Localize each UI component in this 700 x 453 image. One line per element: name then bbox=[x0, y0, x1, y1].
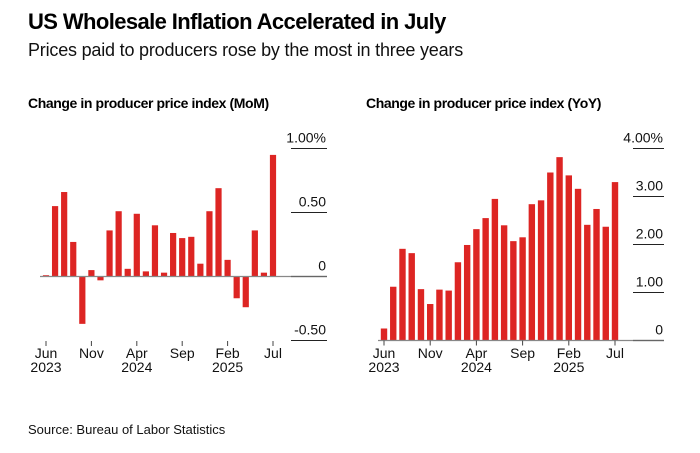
mom-xtick-label: Sep bbox=[170, 345, 195, 361]
yoy-bar bbox=[519, 237, 526, 341]
mom-bar bbox=[133, 213, 140, 277]
mom-xtick-year: 2025 bbox=[212, 359, 243, 375]
mom-bar bbox=[197, 263, 204, 277]
mom-bar bbox=[79, 276, 86, 324]
mom-bar bbox=[142, 271, 149, 277]
yoy-bar bbox=[593, 208, 600, 341]
mom-xtick-label: Jul bbox=[264, 345, 282, 361]
yoy-bar bbox=[399, 248, 406, 341]
mom-xtick-label: Feb bbox=[216, 345, 240, 361]
mom-bar bbox=[179, 238, 186, 277]
mom-bar bbox=[269, 154, 277, 277]
yoy-bar bbox=[491, 198, 499, 341]
yoy-bar bbox=[584, 224, 591, 341]
yoy-ytick-label: 2.00 bbox=[636, 226, 663, 242]
yoy-bar bbox=[565, 175, 572, 341]
yoy-xtick-label: Apr bbox=[466, 345, 488, 361]
mom-bar bbox=[170, 232, 177, 277]
yoy-bar bbox=[482, 218, 489, 341]
yoy-bar bbox=[380, 328, 388, 341]
yoy-bar bbox=[611, 182, 619, 341]
yoy-bar bbox=[463, 244, 471, 341]
chart-subtitle: Prices paid to producers rose by the mos… bbox=[28, 40, 464, 60]
yoy-bar bbox=[417, 289, 425, 341]
yoy-xtick-year: 2025 bbox=[553, 359, 584, 375]
mom-bar bbox=[260, 272, 268, 277]
yoy-bar bbox=[408, 253, 415, 341]
yoy-xtick-label: Jul bbox=[606, 345, 624, 361]
yoy-bar bbox=[436, 289, 443, 341]
yoy-bar bbox=[390, 286, 397, 341]
mom-bar bbox=[106, 230, 113, 277]
yoy-ytick-label: 4.00% bbox=[623, 130, 663, 146]
mom-bar bbox=[97, 276, 104, 281]
yoy-bar bbox=[537, 200, 545, 341]
source-note: Source: Bureau of Labor Statistics bbox=[28, 422, 226, 437]
yoy-bar bbox=[427, 304, 434, 341]
yoy-xtick-year: 2024 bbox=[461, 359, 492, 375]
mom-xtick-label: Jun bbox=[35, 345, 58, 361]
yoy-bar bbox=[454, 262, 462, 341]
yoy-bar bbox=[500, 225, 508, 341]
yoy-xtick-year: 2023 bbox=[368, 359, 399, 375]
yoy-ytick-label: 0 bbox=[655, 322, 663, 338]
yoy-bar bbox=[473, 229, 480, 341]
mom-bar bbox=[224, 259, 231, 277]
mom-ytick-label: -0.50 bbox=[294, 322, 326, 338]
mom-ytick-label: 1.00% bbox=[286, 130, 326, 146]
mom-bar bbox=[242, 276, 249, 308]
mom-xtick-label: Apr bbox=[126, 345, 148, 361]
yoy-bar bbox=[528, 204, 536, 341]
yoy-xtick-label: Sep bbox=[510, 345, 535, 361]
mom-xtick-label: Nov bbox=[79, 345, 104, 361]
mom-bar bbox=[51, 206, 59, 277]
yoy-ytick-label: 1.00 bbox=[636, 274, 663, 290]
yoy-xtick-label: Jun bbox=[373, 345, 396, 361]
chart-title: US Wholesale Inflation Accelerated in Ju… bbox=[28, 9, 446, 34]
mom-bar bbox=[115, 211, 122, 277]
mom-bar bbox=[88, 270, 95, 277]
mom-bar bbox=[70, 241, 77, 277]
yoy-ytick-label: 3.00 bbox=[636, 178, 663, 194]
yoy-xtick-label: Feb bbox=[557, 345, 581, 361]
mom-ytick-label: 0 bbox=[318, 258, 326, 274]
mom-bar bbox=[124, 268, 131, 277]
yoy-bar bbox=[547, 172, 554, 341]
yoy-bar bbox=[556, 157, 563, 341]
mom-xtick-year: 2024 bbox=[121, 359, 152, 375]
mom-bar bbox=[233, 276, 240, 299]
mom-ytick-label: 0.50 bbox=[299, 194, 326, 210]
yoy-bar bbox=[602, 226, 609, 341]
mom-bar bbox=[215, 188, 222, 277]
yoy-bar bbox=[510, 241, 517, 341]
yoy-bar bbox=[574, 188, 582, 341]
mom-bar bbox=[251, 230, 258, 277]
yoy-xtick-label: Nov bbox=[418, 345, 443, 361]
mom-bar bbox=[206, 211, 213, 277]
mom-bar bbox=[188, 236, 195, 277]
yoy-chart-title: Change in producer price index (YoY) bbox=[366, 95, 602, 111]
mom-bar bbox=[160, 272, 168, 277]
mom-bar bbox=[61, 192, 68, 277]
mom-xtick-year: 2023 bbox=[30, 359, 61, 375]
mom-bar bbox=[151, 225, 159, 277]
yoy-bar bbox=[445, 290, 452, 341]
mom-chart-title: Change in producer price index (MoM) bbox=[28, 95, 269, 111]
